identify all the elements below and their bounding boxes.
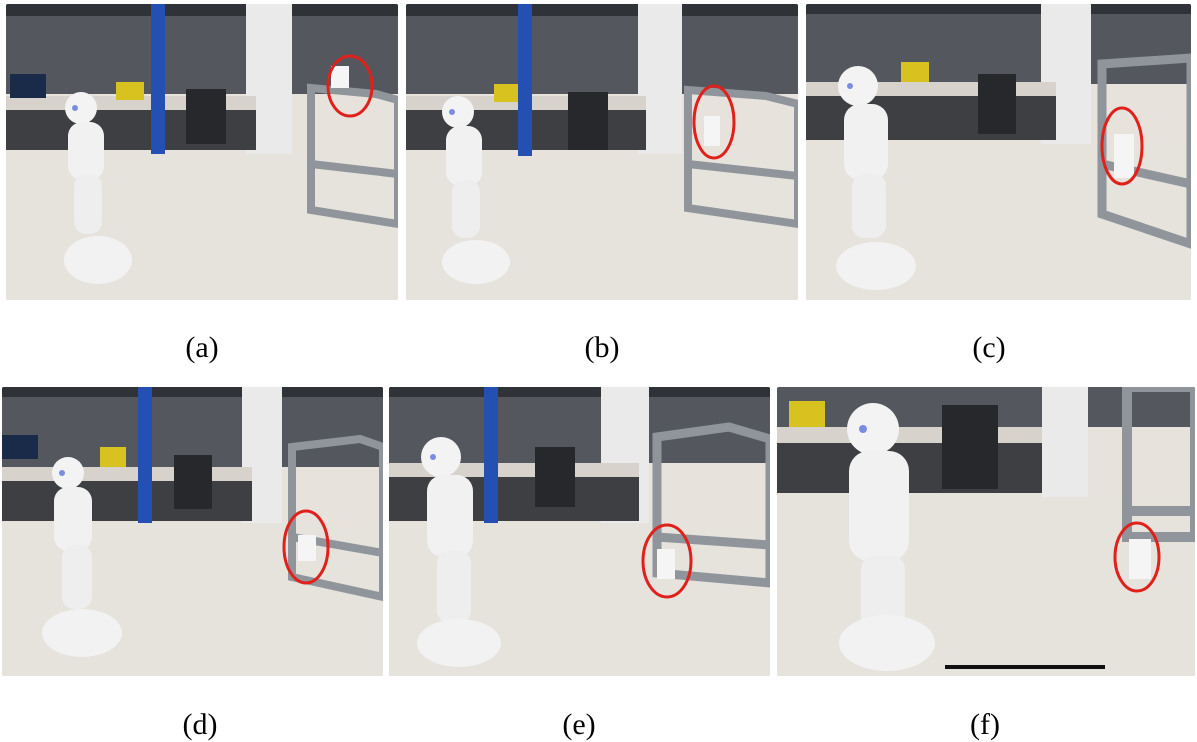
robot-a	[64, 92, 132, 284]
photo-panel-f	[777, 387, 1195, 676]
photo-d	[2, 387, 383, 676]
photo-b	[406, 4, 798, 300]
caption-c: (c)	[972, 331, 1006, 364]
highlight-circle-f	[1113, 521, 1161, 593]
photo-panel-d	[2, 387, 383, 676]
robot-b	[442, 96, 510, 284]
caption-a: (a)	[185, 331, 219, 364]
highlight-circle-e	[641, 523, 693, 599]
photo-e	[389, 387, 770, 676]
caption-b: (b)	[584, 331, 620, 364]
caption-f: (f)	[970, 708, 1000, 741]
robot-d	[42, 457, 122, 657]
caption-e: (e)	[562, 708, 596, 741]
photo-panel-c	[806, 4, 1191, 300]
aluminium-frame-f	[1122, 387, 1195, 542]
photo-c	[806, 4, 1191, 300]
highlight-circle-c	[1100, 106, 1144, 186]
photo-f	[777, 387, 1195, 676]
photo-panel-b	[406, 4, 798, 300]
aluminium-frame-a	[307, 83, 398, 229]
highlight-circle-a	[326, 54, 374, 118]
robot-c	[836, 66, 916, 290]
photo-a	[6, 4, 398, 300]
aluminium-frame-b	[684, 85, 798, 229]
photo-panel-a	[6, 4, 398, 300]
robot-e	[417, 437, 501, 667]
robot-f	[839, 403, 935, 671]
highlight-circle-d	[282, 509, 330, 585]
scale-bar	[945, 665, 1105, 669]
highlight-circle-b	[692, 84, 736, 160]
photo-panel-e	[389, 387, 770, 676]
caption-d: (d)	[182, 708, 218, 741]
